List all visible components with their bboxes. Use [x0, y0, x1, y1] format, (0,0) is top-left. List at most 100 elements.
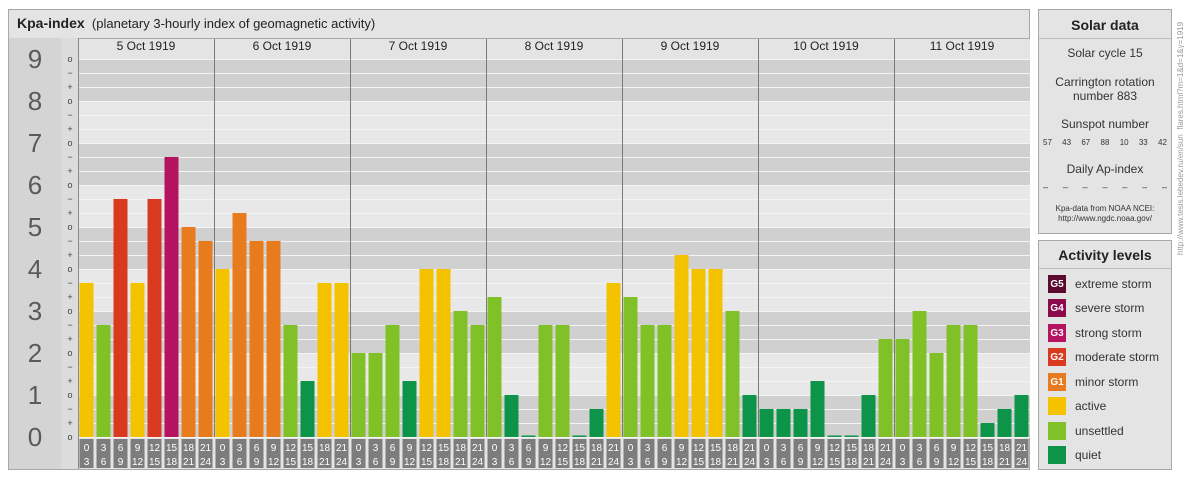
kp-bar: [419, 269, 434, 437]
interval-cell: [997, 439, 1012, 468]
interval-end-label: 21: [727, 457, 739, 468]
interval-cell: [589, 439, 604, 468]
kp-bar: [640, 324, 655, 437]
interval-end-label: 12: [676, 457, 688, 468]
interval-cell: [249, 439, 264, 468]
day-label: 5 Oct 1919: [117, 39, 176, 53]
interval-start-label: 15: [574, 443, 586, 454]
y-tick-label: 0: [28, 422, 42, 452]
interval-end-label: 3: [900, 457, 906, 468]
interval-end-label: 15: [557, 457, 569, 468]
interval-cell: [96, 439, 111, 468]
ap-value: –: [1142, 182, 1148, 192]
y-tick-label: 2: [28, 338, 42, 368]
interval-start-label: 12: [285, 443, 297, 454]
interval-end-label: 21: [591, 457, 603, 468]
interval-cell: [317, 439, 332, 468]
sub-tick-label: −: [67, 236, 72, 246]
sub-tick-label: +: [67, 334, 72, 344]
day-label: 6 Oct 1919: [253, 39, 312, 53]
interval-end-label: 6: [101, 457, 107, 468]
level-label: unsettled: [1075, 424, 1124, 438]
kp-bar: [861, 395, 876, 437]
interval-start-label: 9: [951, 443, 957, 454]
kp-bar: [742, 395, 757, 437]
interval-cell: [725, 439, 740, 468]
y-tick-label: 8: [28, 86, 42, 116]
interval-cell: [963, 439, 978, 468]
interval-cell: [623, 439, 638, 468]
interval-cell: [878, 439, 893, 468]
interval-cell: [895, 439, 910, 468]
interval-end-label: 15: [149, 457, 161, 468]
interval-end-label: 24: [472, 457, 484, 468]
interval-end-label: 18: [302, 457, 314, 468]
header-strip: [78, 38, 1030, 59]
interval-end-label: 21: [863, 457, 875, 468]
interval-cell: [181, 439, 196, 468]
interval-end-label: 21: [999, 457, 1011, 468]
interval-start-label: 21: [200, 443, 212, 454]
interval-end-label: 18: [846, 457, 858, 468]
interval-start-label: 3: [237, 443, 243, 454]
ap-value: –: [1062, 182, 1068, 192]
interval-start-label: 12: [965, 443, 977, 454]
interval-start-label: 3: [373, 443, 379, 454]
ap-value: –: [1161, 182, 1167, 192]
level-swatch: [1048, 422, 1066, 440]
interval-cell: [980, 439, 995, 468]
interval-end-label: 3: [764, 457, 770, 468]
interval-end-label: 9: [934, 457, 940, 468]
interval-start-label: 3: [917, 443, 923, 454]
kp-bar: [504, 395, 519, 437]
interval-end-label: 18: [710, 457, 722, 468]
interval-start-label: 21: [744, 443, 756, 454]
activity-levels-title: Activity levels: [1058, 247, 1152, 263]
kp-bar: [436, 269, 451, 437]
interval-cell: [419, 439, 434, 468]
interval-cell: [555, 439, 570, 468]
interval-start-label: 9: [271, 443, 277, 454]
carrington-line-1: Carrington rotation: [1055, 75, 1155, 89]
subtick-band: [61, 38, 78, 469]
interval-end-label: 18: [982, 457, 994, 468]
interval-cell: [453, 439, 468, 468]
level-label: active: [1075, 399, 1107, 413]
kp-bar: [980, 423, 995, 437]
interval-end-label: 9: [526, 457, 532, 468]
kp-bar: [198, 240, 213, 437]
interval-end-label: 24: [744, 457, 756, 468]
interval-start-label: 3: [101, 443, 107, 454]
level-band: [78, 227, 1030, 269]
interval-end-label: 6: [237, 457, 243, 468]
interval-start-label: 0: [84, 443, 90, 454]
level-label: strong storm: [1075, 326, 1142, 340]
interval-start-label: 0: [492, 443, 498, 454]
level-swatch: G4: [1048, 299, 1066, 317]
interval-cell: [708, 439, 723, 468]
interval-start-label: 12: [829, 443, 841, 454]
kp-bar: [691, 269, 706, 437]
interval-start-label: 12: [557, 443, 569, 454]
sunspot-value: 10: [1119, 138, 1129, 147]
sunspot-values: 57 43 67 88 10 33 42: [1043, 138, 1167, 147]
interval-start-label: 9: [407, 443, 413, 454]
interval-end-label: 24: [200, 457, 212, 468]
interval-start-label: 21: [880, 443, 892, 454]
interval-end-label: 12: [268, 457, 280, 468]
level-swatch: G2: [1048, 348, 1066, 366]
interval-end-label: 12: [948, 457, 960, 468]
activity-levels-panel: Activity levels G5 extreme storm G4 severe…: [1038, 240, 1172, 470]
interval-end-label: 6: [645, 457, 651, 468]
interval-start-label: 6: [390, 443, 396, 454]
interval-cell: [436, 439, 451, 468]
interval-cell: [691, 439, 706, 468]
kp-bar: [827, 435, 842, 437]
interval-start-label: 6: [526, 443, 532, 454]
kp-bar: [79, 282, 94, 437]
y-tick-label: 4: [28, 254, 42, 284]
interval-end-label: 24: [608, 457, 620, 468]
interval-cell: [215, 439, 230, 468]
interval-start-label: 21: [336, 443, 348, 454]
interval-end-label: 15: [421, 457, 433, 468]
